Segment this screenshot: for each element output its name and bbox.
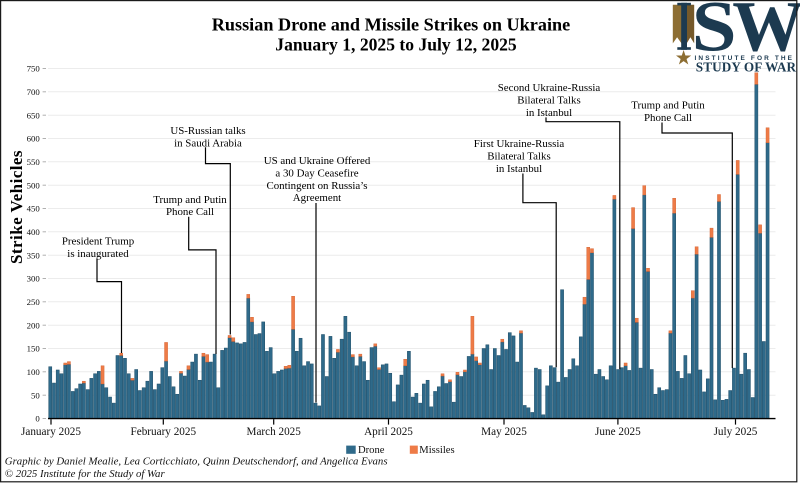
svg-text:50: 50	[31, 390, 40, 400]
svg-text:Agreement: Agreement	[293, 192, 341, 204]
svg-text:Trump and Putin: Trump and Putin	[153, 194, 227, 206]
svg-text:First Ukraine-Russia: First Ukraine-Russia	[474, 138, 565, 150]
svg-text:550: 550	[27, 157, 41, 167]
svg-text:May 2025: May 2025	[481, 426, 527, 438]
svg-text:US-Russian talks: US-Russian talks	[170, 125, 245, 137]
svg-text:Drone: Drone	[358, 445, 385, 456]
svg-text:Bilateral Talks: Bilateral Talks	[517, 94, 580, 106]
svg-text:700: 700	[27, 87, 41, 97]
svg-text:100: 100	[27, 367, 41, 377]
svg-text:in Saudi Arabia: in Saudi Arabia	[174, 137, 242, 149]
svg-text:July 2025: July 2025	[714, 426, 758, 438]
svg-text:750: 750	[27, 64, 41, 74]
svg-text:STUDY OF WAR: STUDY OF WAR	[696, 60, 797, 75]
svg-text:Contingent on Russia’s: Contingent on Russia’s	[266, 180, 367, 192]
svg-text:0: 0	[35, 414, 40, 424]
svg-text:Graphic by Daniel Mealie, Lea: Graphic by Daniel Mealie, Lea Corticchia…	[5, 456, 388, 468]
svg-text:Missiles: Missiles	[419, 445, 454, 456]
svg-text:US and Ukraine Offered: US and Ukraine Offered	[264, 155, 371, 167]
svg-text:650: 650	[27, 110, 41, 120]
svg-text:February 2025: February 2025	[131, 426, 197, 438]
svg-text:Bilateral Talks: Bilateral Talks	[487, 150, 550, 162]
svg-text:President Trump: President Trump	[62, 236, 135, 248]
svg-text:W: W	[732, 0, 800, 67]
svg-text:Phone Call: Phone Call	[644, 112, 692, 124]
svg-text:Trump and Putin: Trump and Putin	[631, 100, 705, 112]
svg-text:is inaugurated: is inaugurated	[67, 248, 129, 260]
svg-text:INSTITUTE FOR THE: INSTITUTE FOR THE	[695, 55, 795, 62]
svg-text:600: 600	[27, 134, 41, 144]
svg-text:January 1, 2025 to July 12, 20: January 1, 2025 to July 12, 2025	[275, 35, 517, 55]
svg-text:150: 150	[27, 344, 41, 354]
svg-text:in Istanbul: in Istanbul	[496, 163, 542, 175]
svg-text:January 2025: January 2025	[21, 426, 81, 438]
svg-text:200: 200	[27, 320, 41, 330]
svg-text:400: 400	[27, 227, 41, 237]
svg-text:Phone Call: Phone Call	[166, 206, 214, 218]
svg-text:a 30 Day Ceasefire: a 30 Day Ceasefire	[275, 167, 358, 179]
svg-text:June 2025: June 2025	[595, 426, 641, 438]
svg-text:Strike Vehicles: Strike Vehicles	[7, 150, 26, 264]
svg-text:© 2025 Institute for the Study: © 2025 Institute for the Study of War	[5, 468, 166, 480]
svg-text:500: 500	[27, 180, 41, 190]
svg-text:Second Ukraine-Russia: Second Ukraine-Russia	[498, 82, 601, 94]
svg-text:300: 300	[27, 274, 41, 284]
svg-text:S: S	[692, 0, 737, 67]
svg-text:in Istanbul: in Istanbul	[526, 107, 572, 119]
svg-text:350: 350	[27, 250, 41, 260]
svg-text:Russian Drone and Missile Stri: Russian Drone and Missile Strikes on Ukr…	[212, 14, 570, 34]
svg-text:March 2025: March 2025	[247, 426, 302, 438]
svg-text:450: 450	[27, 204, 41, 214]
svg-text:250: 250	[27, 297, 41, 307]
svg-text:April 2025: April 2025	[364, 426, 413, 438]
